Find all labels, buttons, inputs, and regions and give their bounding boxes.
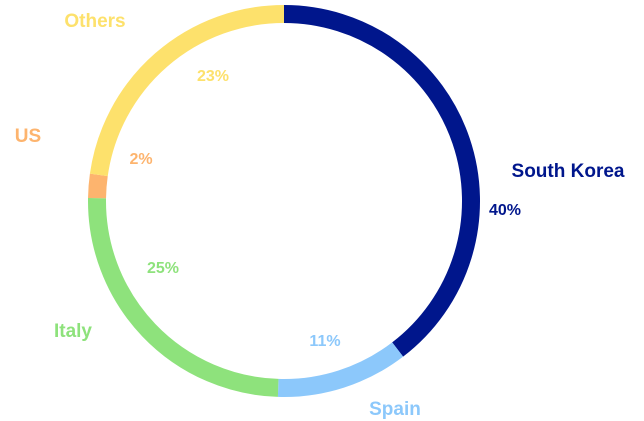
- donut-segment: [277, 342, 404, 397]
- donut-segment: [283, 5, 480, 357]
- donut-segment: [88, 197, 279, 397]
- category-label: Others: [64, 11, 125, 32]
- value-label: 23%: [197, 68, 229, 85]
- value-label: 40%: [489, 202, 521, 219]
- value-label: 25%: [147, 260, 179, 277]
- category-label: Spain: [369, 399, 421, 420]
- donut-segment: [88, 173, 108, 199]
- category-label: Italy: [54, 321, 92, 342]
- category-label: US: [15, 126, 41, 147]
- value-label: 11%: [309, 333, 340, 350]
- value-label: 2%: [129, 151, 152, 168]
- category-label: South Korea: [512, 161, 625, 182]
- donut-segment: [89, 5, 285, 177]
